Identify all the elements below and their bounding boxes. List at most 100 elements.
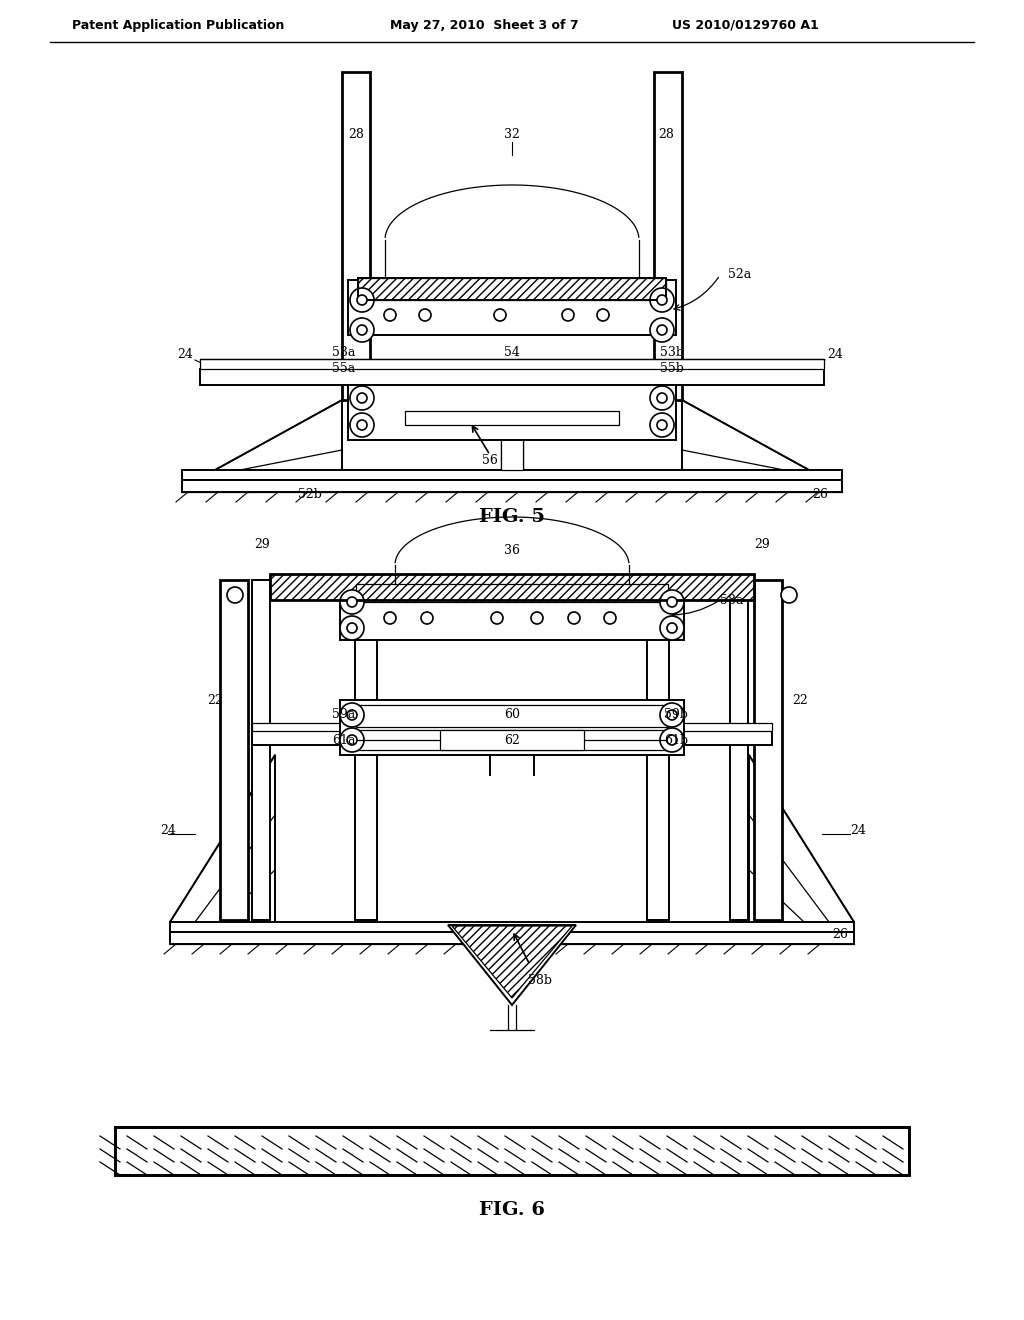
Circle shape bbox=[657, 294, 667, 305]
Bar bbox=[440, 730, 584, 750]
Circle shape bbox=[357, 420, 367, 430]
Circle shape bbox=[419, 309, 431, 321]
Text: 60: 60 bbox=[504, 709, 520, 722]
Text: 26: 26 bbox=[833, 928, 848, 941]
Text: 24: 24 bbox=[160, 824, 176, 837]
Circle shape bbox=[494, 309, 506, 321]
Circle shape bbox=[340, 729, 364, 752]
Bar bbox=[355, 610, 377, 920]
Text: 22: 22 bbox=[207, 693, 223, 706]
Text: 24: 24 bbox=[177, 348, 193, 362]
Text: 54: 54 bbox=[504, 346, 520, 359]
Circle shape bbox=[667, 623, 677, 634]
Text: 24: 24 bbox=[827, 348, 843, 362]
Circle shape bbox=[667, 710, 677, 719]
Text: US 2010/0129760 A1: US 2010/0129760 A1 bbox=[672, 18, 819, 32]
Text: 22: 22 bbox=[793, 693, 808, 706]
Bar bbox=[252, 579, 270, 920]
Bar bbox=[170, 921, 854, 932]
Text: 26: 26 bbox=[812, 488, 828, 502]
Bar bbox=[170, 932, 854, 944]
Circle shape bbox=[657, 420, 667, 430]
Text: 62: 62 bbox=[504, 734, 520, 747]
Text: 61a: 61a bbox=[332, 734, 355, 747]
Bar bbox=[348, 385, 676, 440]
Circle shape bbox=[597, 309, 609, 321]
Circle shape bbox=[384, 309, 396, 321]
Circle shape bbox=[562, 309, 574, 321]
Bar bbox=[358, 279, 666, 300]
Bar bbox=[182, 470, 842, 480]
Bar bbox=[220, 579, 248, 920]
Circle shape bbox=[781, 587, 797, 603]
Circle shape bbox=[604, 612, 616, 624]
Bar bbox=[356, 705, 668, 727]
Bar bbox=[501, 420, 523, 470]
Polygon shape bbox=[170, 755, 275, 921]
Polygon shape bbox=[449, 925, 575, 1005]
Text: Patent Application Publication: Patent Application Publication bbox=[72, 18, 285, 32]
Text: 52a: 52a bbox=[728, 268, 752, 281]
Circle shape bbox=[421, 612, 433, 624]
Circle shape bbox=[340, 590, 364, 614]
Text: 58b: 58b bbox=[528, 974, 552, 986]
Text: 53b: 53b bbox=[660, 346, 684, 359]
Bar bbox=[348, 280, 676, 335]
Bar bbox=[182, 480, 842, 492]
Text: 59b: 59b bbox=[664, 709, 688, 722]
Bar bbox=[115, 1127, 909, 1175]
Polygon shape bbox=[682, 400, 809, 470]
Circle shape bbox=[657, 393, 667, 403]
Text: FIG. 5: FIG. 5 bbox=[479, 508, 545, 525]
Text: 29: 29 bbox=[254, 539, 270, 552]
Bar bbox=[356, 583, 668, 602]
Bar bbox=[647, 610, 669, 920]
Circle shape bbox=[667, 597, 677, 607]
Circle shape bbox=[350, 385, 374, 411]
Circle shape bbox=[660, 704, 684, 727]
Circle shape bbox=[347, 597, 357, 607]
Circle shape bbox=[350, 413, 374, 437]
Text: 28: 28 bbox=[348, 128, 364, 141]
Text: FIG. 6: FIG. 6 bbox=[479, 1201, 545, 1218]
Bar bbox=[340, 579, 684, 640]
Circle shape bbox=[357, 294, 367, 305]
Circle shape bbox=[660, 590, 684, 614]
Text: 24: 24 bbox=[850, 824, 866, 837]
Circle shape bbox=[350, 288, 374, 312]
Circle shape bbox=[650, 288, 674, 312]
Circle shape bbox=[667, 735, 677, 744]
Text: 52b: 52b bbox=[298, 488, 322, 502]
Text: 53a: 53a bbox=[333, 346, 355, 359]
Text: 55b: 55b bbox=[660, 362, 684, 375]
Bar bbox=[340, 700, 684, 755]
Text: 58a: 58a bbox=[720, 594, 743, 606]
Circle shape bbox=[357, 393, 367, 403]
Bar bbox=[270, 574, 754, 601]
Circle shape bbox=[347, 710, 357, 719]
Text: 55a: 55a bbox=[333, 362, 355, 375]
Text: 29: 29 bbox=[754, 539, 770, 552]
Text: 32: 32 bbox=[504, 128, 520, 141]
Bar bbox=[356, 730, 668, 750]
Polygon shape bbox=[749, 755, 854, 921]
Circle shape bbox=[657, 325, 667, 335]
Text: 36: 36 bbox=[504, 544, 520, 557]
Circle shape bbox=[340, 616, 364, 640]
Circle shape bbox=[660, 729, 684, 752]
Circle shape bbox=[650, 385, 674, 411]
Text: 59a: 59a bbox=[333, 709, 355, 722]
Bar bbox=[406, 411, 618, 425]
Bar bbox=[252, 731, 772, 744]
Circle shape bbox=[650, 413, 674, 437]
Circle shape bbox=[650, 318, 674, 342]
Bar bbox=[730, 579, 748, 920]
Circle shape bbox=[531, 612, 543, 624]
Text: May 27, 2010  Sheet 3 of 7: May 27, 2010 Sheet 3 of 7 bbox=[390, 18, 579, 32]
Bar bbox=[358, 279, 666, 300]
Circle shape bbox=[384, 612, 396, 624]
Bar bbox=[654, 73, 682, 400]
Circle shape bbox=[490, 612, 503, 624]
Bar bbox=[115, 1127, 909, 1175]
Bar bbox=[270, 574, 754, 601]
